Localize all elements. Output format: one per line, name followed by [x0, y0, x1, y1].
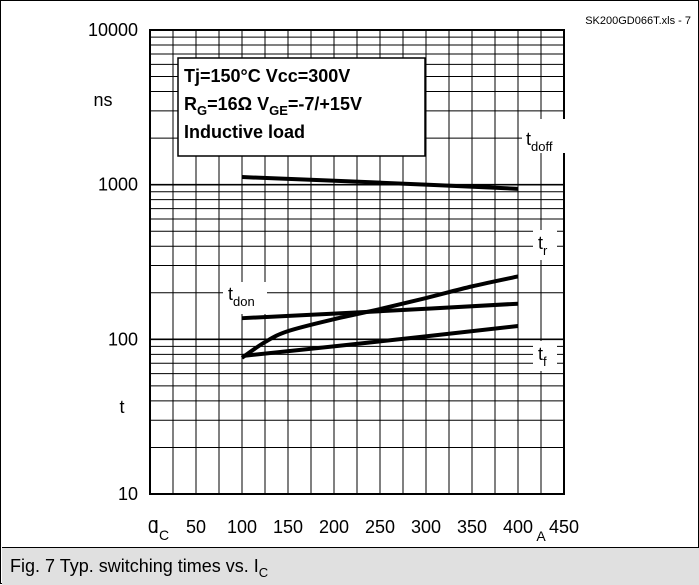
x-tick-label: 450 [549, 517, 579, 537]
series-label-t-r: tr [538, 233, 548, 258]
conditions-box: Tj=150°C Vcc=300V RG=16Ω VGE=-7/+15V Induc… [177, 57, 426, 157]
series-label-bg [533, 230, 557, 260]
x-tick-label: 300 [411, 517, 441, 537]
condition-line: Inductive load [184, 122, 305, 142]
x-axis-label: IC [154, 517, 169, 543]
x-unit-label: A [536, 528, 546, 544]
series-line-t-f [241, 323, 519, 359]
series-label-bg [522, 119, 566, 153]
series-label-t-don: tdon [228, 284, 255, 309]
y-tick-label: 10000 [88, 20, 138, 40]
y-tick-labels: 10 100 1000 10000 [88, 20, 138, 504]
figure-caption: Fig. 7 Typ. switching times vs. IC [10, 556, 268, 580]
series-curves [240, 175, 519, 360]
conditions-text: Tj=150°C Vcc=300V RG=16Ω VGE=-7/+15V Induc… [184, 66, 362, 142]
y-tick-label: 100 [108, 329, 138, 349]
series-label-t-doff: tdoff [526, 129, 553, 154]
conditions-box-bg [177, 57, 426, 157]
y-unit-label: ns [93, 90, 112, 110]
x-tick-label: 400 [503, 517, 533, 537]
x-tick-label: 0 [148, 517, 158, 537]
y-tick-label: 1000 [98, 175, 138, 195]
series-line-t-doff [241, 175, 519, 191]
series-line-t-don [241, 301, 519, 321]
x-tick-labels: 0 50 100 150 200 250 300 350 400 450 [148, 517, 579, 537]
caption-text: Fig. 7 Typ. switching times vs. I [10, 556, 259, 576]
caption-subscript: C [258, 565, 269, 580]
y-axis-label: t [119, 397, 124, 417]
caption-bar: Fig. 7 Typ. switching times vs. IC [2, 547, 699, 585]
x-tick-label: 250 [365, 517, 395, 537]
condition-line: RG=16Ω VGE=-7/+15V [184, 94, 362, 118]
series-label-t-f: tf [538, 344, 547, 369]
y-tick-label: 10 [118, 484, 138, 504]
condition-line: Tj=150°C Vcc=300V [184, 66, 350, 86]
source-label: SK200GD066T.xls - 7 [585, 15, 691, 27]
x-tick-label: 100 [227, 517, 257, 537]
x-tick-label: 200 [319, 517, 349, 537]
x-tick-label: 50 [186, 517, 206, 537]
series-labels: tdoff tr tdon tf [223, 119, 566, 371]
series-label-bg [223, 282, 267, 314]
x-tick-label: 150 [273, 517, 303, 537]
plot-border [149, 29, 565, 495]
series-label-bg [533, 341, 557, 371]
x-tick-label: 350 [457, 517, 487, 537]
